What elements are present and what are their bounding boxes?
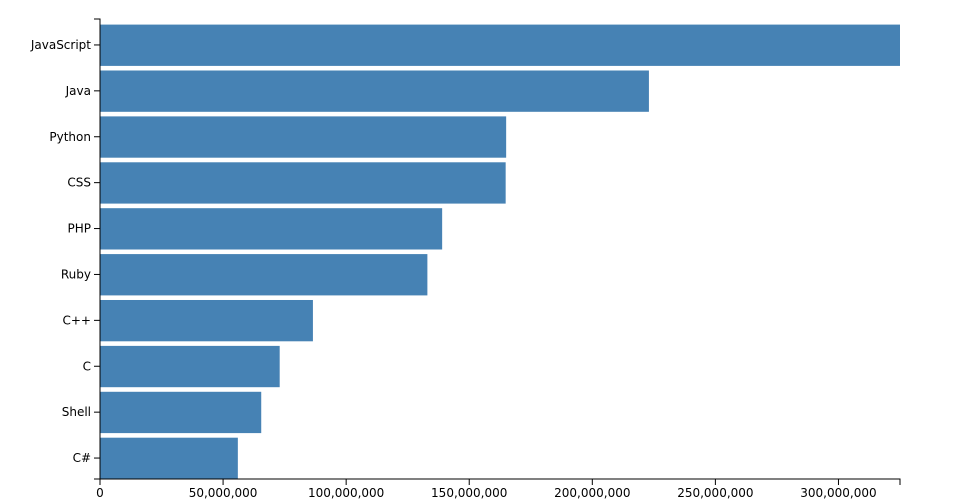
y-tick-label: C# xyxy=(73,451,91,465)
x-tick-label: 300,000,000 xyxy=(800,486,876,500)
bar-php xyxy=(100,208,443,250)
y-tick-label: Python xyxy=(49,130,91,144)
x-tick-label: 50,000,000 xyxy=(189,486,258,500)
bar-c- xyxy=(100,437,238,479)
bar-c xyxy=(100,345,280,388)
bar-java xyxy=(100,70,649,112)
bar-javascript xyxy=(100,24,900,66)
y-tick-label: CSS xyxy=(67,176,91,190)
x-axis: 0 50,000,000 100,000,000 150,000,000 200,000… xyxy=(96,478,901,500)
x-tick-label: 200,000,000 xyxy=(554,486,630,500)
y-tick-label: PHP xyxy=(68,222,92,236)
bar-python xyxy=(100,116,507,158)
y-tick-label: JavaScript xyxy=(30,38,91,52)
y-tick-label: Shell xyxy=(62,405,91,419)
y-tick-label: Java xyxy=(65,84,91,98)
x-tick-label: 150,000,000 xyxy=(431,486,507,500)
y-tick-label: Ruby xyxy=(61,267,91,281)
bar-shell xyxy=(100,391,262,434)
x-axis-line xyxy=(99,478,901,485)
bar-ruby xyxy=(100,254,428,296)
y-axis: JavaScript Java Python CSS PHP Ruby C++ C Shell C… xyxy=(30,18,101,480)
x-tick-label: 0 xyxy=(96,486,104,500)
x-tick-label: 250,000,000 xyxy=(677,486,753,500)
bars-group xyxy=(100,24,900,479)
bar-css xyxy=(100,162,506,204)
y-tick-label: C++ xyxy=(63,313,92,327)
x-tick-label: 100,000,000 xyxy=(308,486,384,500)
y-axis-line xyxy=(94,18,101,480)
y-tick-label: C xyxy=(83,359,91,373)
bar-c- xyxy=(100,299,313,342)
